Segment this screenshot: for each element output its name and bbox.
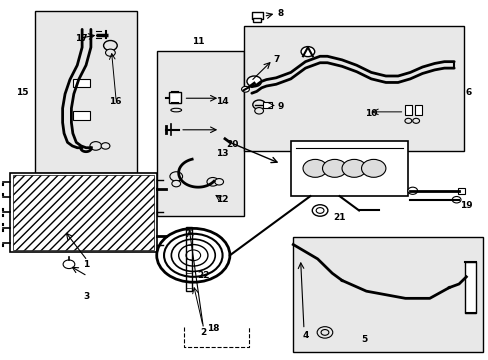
Bar [73,111,90,120]
Bar [290,140,407,196]
Bar [457,188,465,194]
Text: 18: 18 [206,324,219,333]
Text: 12: 12 [216,195,228,204]
Bar [157,51,244,216]
Bar [465,262,475,313]
Circle shape [404,118,411,123]
Bar [168,92,181,103]
Text: 7: 7 [272,55,279,64]
Circle shape [101,143,110,149]
Circle shape [322,159,346,177]
Circle shape [254,108,263,114]
Circle shape [105,49,115,56]
Bar [414,105,421,116]
Circle shape [303,159,327,177]
Circle shape [103,41,117,50]
Bar [185,226,191,291]
Circle shape [341,159,366,177]
Text: 22: 22 [196,270,209,279]
Text: 15: 15 [17,87,29,96]
Circle shape [206,177,218,186]
Circle shape [321,329,328,335]
Text: 11: 11 [191,37,204,46]
Circle shape [171,180,180,187]
Text: 4: 4 [302,332,308,341]
Text: 9: 9 [277,102,284,111]
Bar [244,26,463,151]
Circle shape [90,141,102,150]
Circle shape [246,76,261,87]
Text: 6: 6 [465,87,471,96]
Bar [35,12,137,173]
Text: 17: 17 [75,34,87,43]
Circle shape [241,86,249,92]
Circle shape [63,260,75,269]
Text: 2: 2 [200,328,206,337]
Circle shape [407,187,417,194]
Text: 19: 19 [459,201,472,210]
Text: 21: 21 [333,213,345,222]
Circle shape [312,205,327,216]
Bar [251,12,262,19]
Circle shape [169,172,182,181]
Text: 16: 16 [109,96,122,105]
Circle shape [317,327,332,338]
Bar [73,79,90,87]
Text: 5: 5 [360,335,366,344]
Circle shape [214,179,223,185]
Text: 13: 13 [216,149,228,158]
Bar [10,173,157,252]
Circle shape [316,208,324,213]
Text: 1: 1 [83,260,89,269]
Bar [253,18,261,22]
Circle shape [252,100,265,109]
Ellipse shape [170,108,181,112]
Circle shape [451,197,460,203]
Bar [293,237,483,352]
Text: 14: 14 [216,96,228,105]
Circle shape [361,159,385,177]
Text: 3: 3 [83,292,89,301]
Circle shape [412,118,419,123]
Text: 10: 10 [365,109,377,118]
Bar [405,105,411,116]
Bar [13,175,154,250]
Bar [262,102,272,108]
Text: 20: 20 [225,140,238,149]
Text: 8: 8 [277,9,284,18]
Circle shape [301,46,314,57]
